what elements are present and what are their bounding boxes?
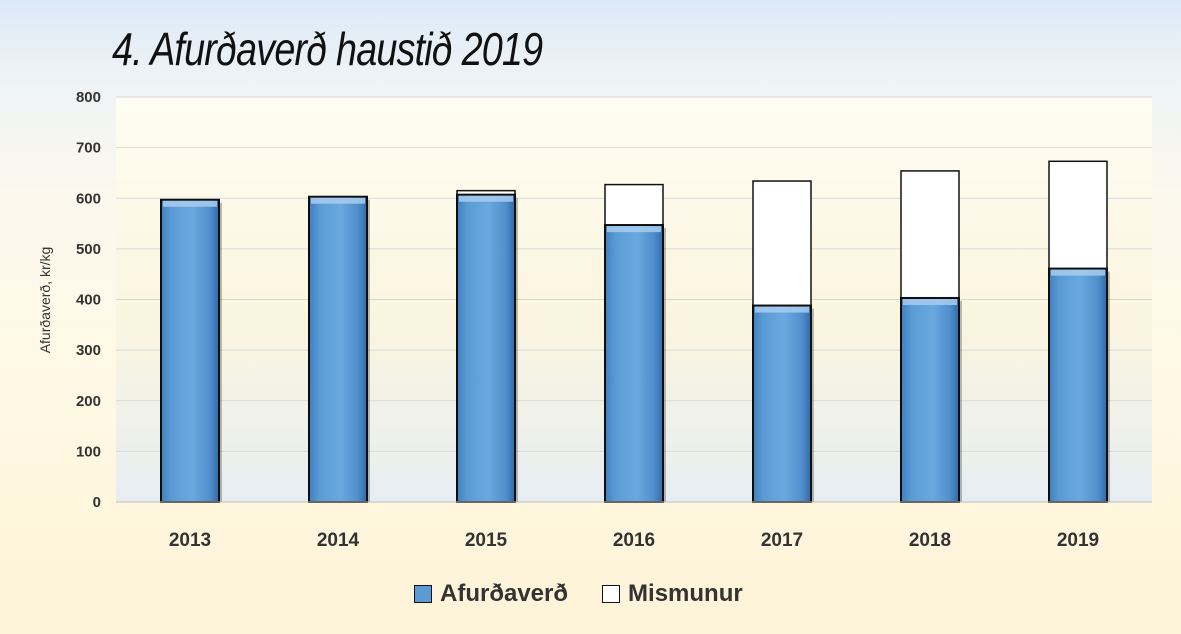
y-tick-label: 200 [76, 393, 101, 410]
bar-mismunur-2018 [900, 170, 960, 299]
bar-mismunur-2019 [1048, 160, 1108, 270]
bar-highlight-2016 [607, 226, 661, 233]
y-axis: 0 100 200 300 400 500 600 700 800 [76, 89, 101, 511]
x-tick-label: 2015 [465, 530, 508, 551]
y-tick-label: 500 [76, 241, 101, 258]
y-axis-label: Afurðaverð, kr/kg [37, 247, 53, 354]
x-tick-label: 2019 [1057, 530, 1099, 551]
y-tick-label: 0 [93, 494, 101, 511]
bar-highlight-2014 [311, 197, 365, 204]
bar-highlight-2013 [163, 200, 217, 207]
bar-afurdaverd-2019 [1048, 267, 1108, 503]
x-axis: 2013 2014 2015 2016 2017 2018 2019 [116, 501, 1152, 551]
x-tick-label: 2014 [317, 530, 360, 551]
legend-label-afurdaverd: Afurðaverð [440, 580, 569, 607]
bar-afurdaverd-2017 [752, 304, 812, 504]
y-tick-label: 600 [76, 190, 101, 207]
bar-highlight-2019 [1051, 269, 1105, 276]
x-tick-label: 2018 [909, 530, 951, 551]
chart-title: 4. Afurðaverð haustið 2019 [112, 23, 543, 75]
bar-afurdaverd-2018 [900, 296, 960, 504]
legend-label-mismunur: Mismunur [628, 580, 743, 607]
bar-afurdaverd-2014 [308, 195, 368, 503]
y-tick-label: 700 [76, 140, 101, 157]
bar-mismunur-2017 [752, 180, 812, 307]
bar-mismunur-2016 [604, 183, 664, 226]
x-tick-label: 2013 [169, 530, 211, 551]
bar-afurdaverd-2016 [604, 224, 664, 504]
legend-swatch-mismunur [602, 585, 621, 603]
bar-highlight-2015 [459, 195, 513, 202]
x-tick-label: 2017 [761, 530, 803, 551]
y-tick-label: 800 [76, 89, 101, 106]
x-tick-label: 2016 [613, 530, 655, 551]
y-tick-label: 300 [76, 342, 101, 359]
legend-swatch-afurdaverd [414, 585, 432, 603]
y-tick-label: 100 [76, 443, 101, 460]
bars [160, 160, 1110, 504]
legend: Afurðaverð Mismunur [414, 580, 777, 608]
bar-afurdaverd-2013 [160, 198, 220, 504]
y-tick-label: 400 [76, 292, 101, 309]
bar-highlight-2018 [903, 298, 957, 305]
bar-afurdaverd-2015 [456, 193, 516, 504]
legend-item-afurdaverd: Afurðaverð [414, 580, 568, 608]
legend-item-mismunur: Mismunur [602, 580, 743, 608]
bar-highlight-2017 [755, 306, 809, 313]
